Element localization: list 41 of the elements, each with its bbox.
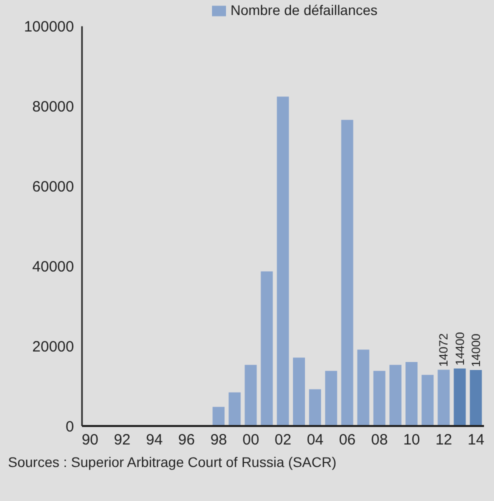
x-tick-label: 08 (371, 432, 388, 449)
x-tick-label: 14 (468, 432, 484, 449)
bar (212, 406, 225, 426)
bar (309, 389, 322, 426)
bar (244, 364, 257, 426)
bar (325, 370, 338, 426)
bar (292, 358, 305, 426)
bar (454, 368, 466, 426)
data-label: 14072 (436, 333, 451, 367)
y-tick-label: 80000 (32, 98, 74, 116)
y-tick-label: 100000 (24, 18, 74, 36)
x-tick-label: 04 (306, 432, 324, 449)
bar (373, 370, 386, 426)
y-tick-label: 20000 (32, 338, 74, 356)
y-tick-label: 0 (66, 418, 74, 436)
bar (228, 392, 241, 426)
bar (406, 362, 418, 426)
bar (438, 370, 450, 426)
x-tick-label: 06 (338, 432, 356, 449)
bar (341, 120, 354, 426)
y-tick-label: 60000 (32, 178, 74, 196)
x-tick-label: 12 (435, 432, 452, 449)
x-tick-label: 96 (178, 432, 195, 449)
x-tick-label: 98 (210, 432, 228, 449)
x-tick-label: 00 (242, 432, 260, 449)
bar (389, 364, 402, 426)
bar (470, 370, 482, 426)
x-tick-label: 02 (274, 432, 292, 449)
legend-label: Nombre de défaillances (230, 2, 378, 18)
x-tick-label: 94 (146, 432, 163, 449)
source-note: Sources : Superior Arbitrage Court of Russia (SACR) (8, 454, 338, 470)
y-tick-label: 40000 (32, 258, 74, 276)
data-label: 14000 (468, 333, 483, 368)
bar (357, 350, 370, 426)
x-tick-label: 10 (403, 432, 420, 449)
x-tick-label: 90 (82, 432, 98, 449)
bar (422, 374, 434, 426)
bar (276, 96, 289, 426)
bar (260, 271, 273, 426)
data-label: 14400 (452, 332, 467, 366)
x-tick-label: 92 (114, 432, 131, 449)
